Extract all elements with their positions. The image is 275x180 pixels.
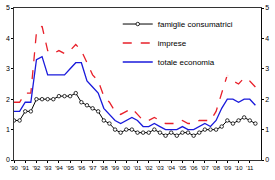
svg-text:2: 2	[6, 96, 10, 103]
svg-text:3: 3	[265, 65, 269, 72]
svg-text:'96: '96	[77, 165, 85, 171]
svg-text:'06: '06	[190, 165, 198, 171]
svg-text:'11: '11	[246, 165, 254, 171]
svg-text:'04: '04	[167, 165, 175, 171]
svg-text:0: 0	[265, 156, 269, 163]
svg-text:1: 1	[6, 126, 10, 133]
svg-text:'01: '01	[134, 165, 142, 171]
svg-text:'91: '91	[21, 165, 29, 171]
svg-text:'94: '94	[55, 165, 63, 171]
svg-text:'95: '95	[66, 165, 74, 171]
svg-text:'98: '98	[100, 165, 108, 171]
svg-text:imprese: imprese	[158, 39, 187, 48]
svg-text:'93: '93	[44, 165, 52, 171]
svg-text:'07: '07	[201, 165, 209, 171]
svg-text:'09: '09	[223, 165, 231, 171]
svg-text:1: 1	[265, 126, 269, 133]
svg-text:0: 0	[6, 156, 10, 163]
svg-text:5: 5	[6, 4, 10, 11]
svg-text:famiglie consumatrici: famiglie consumatrici	[158, 20, 233, 29]
svg-text:'08: '08	[212, 165, 220, 171]
svg-text:'99: '99	[111, 165, 119, 171]
svg-text:'02: '02	[145, 165, 153, 171]
svg-text:'97: '97	[89, 165, 97, 171]
svg-text:4: 4	[6, 35, 10, 42]
svg-text:3: 3	[6, 65, 10, 72]
svg-text:'00: '00	[122, 165, 130, 171]
svg-text:'03: '03	[156, 165, 164, 171]
svg-text:4: 4	[265, 35, 269, 42]
svg-text:2: 2	[265, 96, 269, 103]
svg-text:'90: '90	[10, 165, 18, 171]
svg-text:5: 5	[265, 4, 269, 11]
svg-text:'92: '92	[33, 165, 41, 171]
svg-text:'10: '10	[235, 165, 243, 171]
svg-text:totale economia: totale economia	[158, 58, 215, 67]
svg-text:'05: '05	[178, 165, 186, 171]
